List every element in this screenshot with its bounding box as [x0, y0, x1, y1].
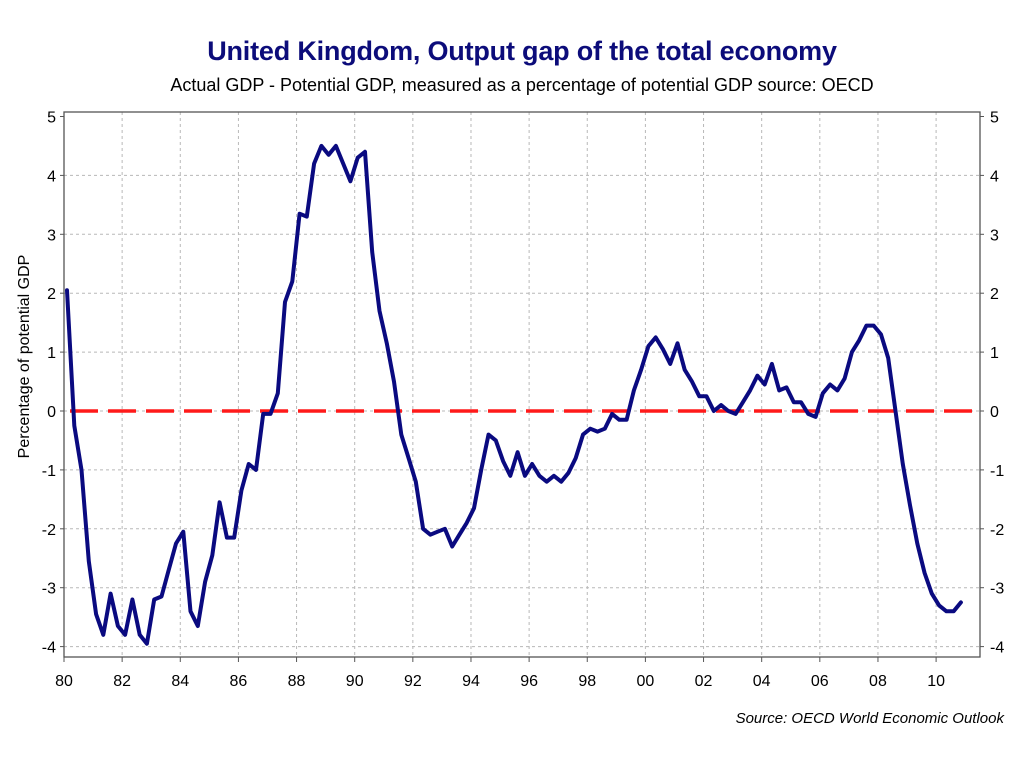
y-tick-label-right: -3	[990, 581, 1004, 598]
y-tick-label-left: -4	[42, 640, 56, 657]
axes: 5 54 43 32 21 10 0-1 -1-2 -2-3 -3-4 -480 82 84 86 88 90…	[42, 110, 1005, 691]
x-tick-label: 84	[171, 673, 189, 690]
x-tick-label: 82	[113, 673, 131, 690]
y-tick-label-left: -3	[42, 581, 56, 598]
x-tick-label: 92	[404, 673, 422, 690]
y-tick-label-left: -1	[42, 463, 56, 480]
x-tick-label: 96	[520, 673, 538, 690]
x-tick-label: 08	[869, 673, 887, 690]
plot-area	[63, 111, 981, 658]
chart-subtitle: Actual GDP - Potential GDP, measured as …	[170, 75, 874, 95]
y-tick-label-left: 1	[47, 345, 56, 362]
y-tick-label-right: 0	[990, 404, 999, 421]
chart-title: United Kingdom, Output gap of the total …	[207, 36, 837, 66]
y-tick-label-right: -2	[990, 522, 1004, 539]
x-tick-label: 98	[578, 673, 596, 690]
y-tick-label-right: 1	[990, 345, 999, 362]
y-axis-title: Percentage of potential GDP	[16, 255, 33, 459]
y-tick-label-right: 2	[990, 286, 999, 303]
y-tick-label-left: 3	[47, 227, 56, 244]
x-tick-label: 06	[811, 673, 829, 690]
x-tick-label: 10	[927, 673, 945, 690]
x-tick-label: 88	[288, 673, 306, 690]
y-tick-label-right: 3	[990, 227, 999, 244]
y-tick-label-right: -1	[990, 463, 1004, 480]
output-gap-series-line	[65, 143, 963, 646]
x-tick-label: 80	[55, 673, 73, 690]
y-tick-label-left: 4	[47, 168, 56, 185]
y-tick-label-right: 4	[990, 168, 999, 185]
x-tick-label: 00	[637, 673, 655, 690]
x-tick-label: 94	[462, 673, 480, 690]
y-tick-label-right: -4	[990, 640, 1004, 657]
x-tick-label: 02	[695, 673, 713, 690]
y-tick-label-left: 2	[47, 286, 56, 303]
series	[65, 143, 963, 646]
x-tick-label: 86	[230, 673, 248, 690]
y-tick-label-left: 5	[47, 110, 56, 127]
x-tick-label: 90	[346, 673, 364, 690]
y-tick-label-left: 0	[47, 404, 56, 421]
x-tick-label: 04	[753, 673, 771, 690]
y-tick-label-right: 5	[990, 110, 999, 127]
source-note: Source: OECD World Economic Outlook	[735, 710, 1004, 727]
y-tick-label-left: -2	[42, 522, 56, 539]
